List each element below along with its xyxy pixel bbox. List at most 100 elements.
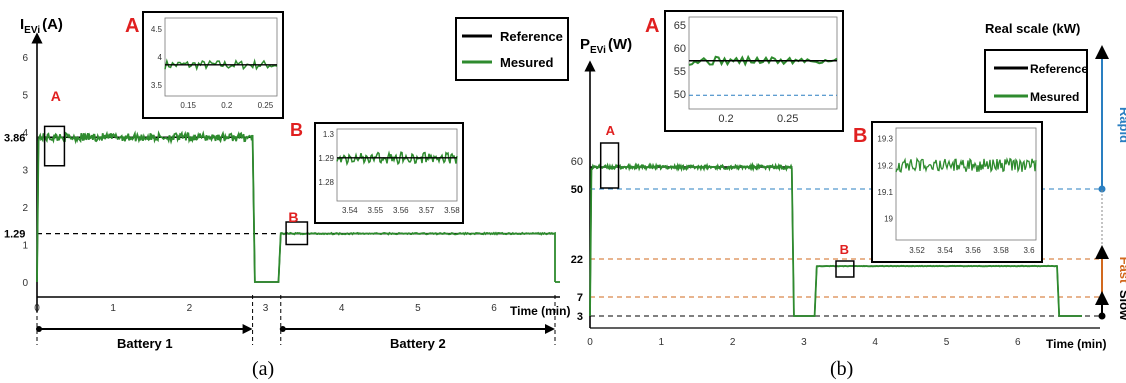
- inset-y-tick: 55: [674, 66, 686, 78]
- chart-b-inset-a: A 0.2 0.25 50 55 60 65: [645, 10, 844, 132]
- legend-reference-label: Reference: [500, 29, 563, 44]
- inset-measured: [336, 150, 458, 167]
- inset-x-tick: 3.57: [419, 206, 435, 215]
- caption-b: (b): [830, 358, 854, 380]
- inset-y-tick: 60: [674, 43, 686, 55]
- chart-b: PEVi (W) Time (min) 0 1 2 3 4 5 6 60 50 22 7 3 A B R…: [571, 10, 1126, 351]
- inset-x-tick: 3.58: [993, 246, 1009, 255]
- inset-y-tick: 65: [674, 20, 686, 32]
- x-tick-label: 5: [415, 303, 421, 314]
- inset-x-tick: 3.56: [965, 246, 981, 255]
- band-slow-label: Slow: [1117, 290, 1126, 321]
- inset-marker-box: [835, 260, 855, 278]
- y-tick-label: 3: [22, 166, 28, 177]
- inset-plot-area: [895, 127, 1037, 241]
- inset-a-label: A: [125, 15, 139, 37]
- y-tick-label-bold: 3.86: [4, 132, 25, 144]
- legend-reference-label: Reference: [1030, 62, 1088, 76]
- inset-b-label: B: [290, 120, 303, 140]
- chart-a-ylabel: IEVi (A): [20, 16, 63, 36]
- inset-plot-area: [336, 128, 458, 202]
- legend-measured-label: Mesured: [1030, 90, 1079, 104]
- marker-label-b: B: [840, 242, 849, 257]
- x-tick-label: 4: [872, 337, 878, 348]
- x-tick-label: 6: [1015, 337, 1021, 348]
- chart-b-legend: Real scale (kW) Reference Mesured: [984, 21, 1088, 113]
- x-tick-label: 5: [944, 337, 950, 348]
- inset-measured: [895, 156, 1037, 174]
- marker-label-b: B: [288, 209, 298, 225]
- y-tick-label: 0: [22, 278, 28, 289]
- inset-y-tick: 1.29: [318, 154, 334, 163]
- legend-measured-label: Mesured: [500, 55, 554, 70]
- inset-y-tick: 4: [158, 53, 163, 62]
- y-tick-label: 7: [577, 292, 583, 304]
- inset-y-tick: 1.3: [323, 130, 335, 139]
- inset-x-tick: 3.54: [937, 246, 953, 255]
- inset-x-tick: 3.54: [342, 206, 358, 215]
- y-tick-label-bold: 1.29: [4, 229, 25, 241]
- y-tick-label: 5: [22, 91, 28, 102]
- caption-a: (a): [252, 358, 275, 380]
- series-measured: [36, 130, 556, 283]
- span-arrow-dot: [279, 326, 286, 332]
- span-arrow-head: [545, 324, 555, 334]
- inset-x-tick: 3.55: [368, 206, 384, 215]
- band-fast-label: Fast: [1117, 257, 1126, 284]
- chart-b-inset-b: B 3.52 3.54 3.56 3.58 3.6 19 19.1 19.2 19.3: [853, 121, 1043, 263]
- y-tick-label: 50: [571, 184, 583, 196]
- chart-a-inset-b: B 3.54 3.55 3.56 3.57 3.58 1.28 1.29 1.3: [290, 120, 464, 224]
- x-tick-label: 0: [587, 337, 593, 348]
- inset-x-tick: 3.58: [444, 206, 460, 215]
- x-tick-label: 3: [801, 337, 807, 348]
- legend-title: Real scale (kW): [985, 21, 1080, 36]
- inset-b-label: B: [853, 125, 867, 147]
- y-tick-label: 3: [577, 311, 583, 323]
- x-tick-label: 0: [34, 303, 40, 314]
- y-tick-label: 60: [571, 156, 583, 168]
- chart-b-ylabel: PEVi (W): [580, 36, 632, 56]
- inset-marker-box: [285, 221, 309, 246]
- chart-a-inset-a: A 0.15 0.2 0.25 3.5 4 4.5: [125, 11, 284, 119]
- y-tick-label: 2: [22, 203, 28, 214]
- inset-y-tick: 1.28: [318, 178, 334, 187]
- span-arrow-dot: [36, 326, 42, 332]
- inset-x-tick: 0.25: [777, 113, 798, 125]
- inset-x-tick: 3.56: [393, 206, 409, 215]
- inset-x-tick: 0.15: [180, 101, 196, 110]
- inset-y-tick: 4.5: [151, 25, 163, 34]
- y-tick-label: 22: [571, 254, 583, 266]
- y-tick-label: 4: [22, 128, 28, 139]
- chart-a: IEVi (A) Time (min) 0 1 2 3 4 5 6 0 1 2 3 4 5 6 1.29 3…: [4, 11, 570, 351]
- inset-a-label: A: [645, 15, 659, 37]
- inset-y-tick: 19: [884, 215, 893, 224]
- marker-label-a: A: [51, 88, 61, 104]
- inset-y-tick: 3.5: [151, 81, 163, 90]
- x-tick-label: 2: [187, 303, 193, 314]
- x-tick-label: 1: [659, 337, 665, 348]
- inset-x-tick: 3.52: [909, 246, 925, 255]
- y-tick-label: 1: [22, 241, 28, 252]
- chart-a-xlabel: Time (min): [510, 304, 570, 318]
- chart-b-xlabel: Time (min): [1046, 337, 1106, 351]
- inset-measured: [164, 58, 278, 72]
- span-label: Battery 2: [390, 336, 446, 351]
- chart-a-legend: Reference Mesured: [455, 17, 569, 81]
- inset-x-tick: 0.2: [221, 101, 233, 110]
- inset-marker-box: [43, 125, 66, 167]
- span-label: Battery 1: [117, 336, 173, 351]
- chart-b-scale-bands: Rapid Fast Slow: [1095, 45, 1126, 321]
- x-tick-label: 1: [110, 303, 116, 314]
- inset-y-tick: 50: [674, 89, 686, 101]
- marker-label-a: A: [606, 123, 616, 138]
- inset-y-tick: 19.2: [877, 161, 893, 170]
- span-arrow-head: [242, 324, 253, 334]
- inset-x-tick: 0.2: [718, 113, 733, 125]
- y-tick-label: 6: [22, 53, 28, 64]
- x-tick-label: 6: [491, 303, 497, 314]
- series-measured: [589, 161, 1082, 317]
- inset-plot-area: [164, 17, 278, 97]
- inset-y-tick: 19.1: [877, 188, 893, 197]
- x-tick-label: 2: [730, 337, 736, 348]
